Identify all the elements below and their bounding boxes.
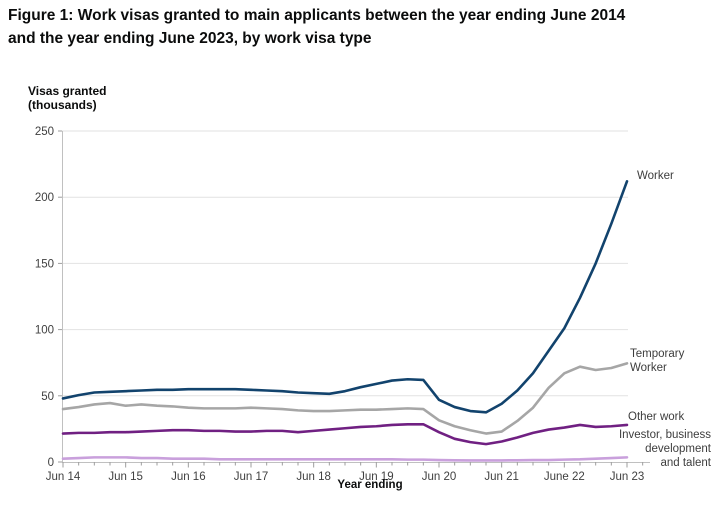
x-axis-title: Year ending [337, 479, 403, 491]
series-label-other-work: Other work [628, 411, 685, 423]
series-label-worker: Worker [637, 170, 674, 182]
figure-title: Figure 1: Work visas granted to main app… [8, 7, 626, 47]
x-tick-label: Jun 14 [46, 471, 81, 483]
series-line-worker [61, 180, 629, 414]
x-tick-label: Jun 19 [359, 471, 394, 483]
x-tick-label: June 22 [544, 471, 585, 483]
x-tick-label: Jun 16 [171, 471, 206, 483]
x-tick-label: Jun 21 [484, 471, 519, 483]
x-tick-label: Jun 15 [108, 471, 143, 483]
x-tick-label: Jun 17 [234, 471, 269, 483]
series-line-temporary-worker [61, 362, 629, 435]
y-tick-label: 0 [48, 457, 54, 469]
x-tick-label: Jun 23 [610, 471, 645, 483]
x-tick-label: Jun 20 [422, 471, 457, 483]
series-line-investor-business-development-and-talent [61, 456, 629, 462]
y-tick-label: 250 [35, 126, 54, 138]
x-tick-label: Jun 18 [296, 471, 331, 483]
y-axis-title: Visas granted (thousands) [28, 84, 107, 112]
y-tick-label: 150 [35, 258, 54, 270]
y-tick-label: 100 [35, 325, 54, 337]
series-label-temporary-worker: Temporary Worker [630, 348, 685, 374]
y-tick-label: 200 [35, 192, 54, 204]
series-line-other-work [61, 422, 629, 446]
y-tick-label: 50 [41, 391, 54, 403]
series-label-investor-business-development-and-talent: Investor, business development and talen… [618, 429, 711, 469]
